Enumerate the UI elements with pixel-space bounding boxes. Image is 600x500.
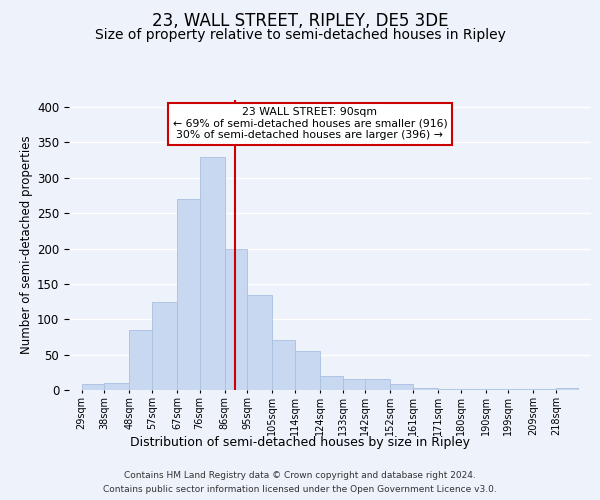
Bar bbox=[413, 388, 438, 390]
Bar bbox=[343, 380, 365, 390]
Bar bbox=[365, 380, 390, 390]
Bar bbox=[152, 302, 177, 390]
Bar bbox=[390, 384, 413, 390]
Bar bbox=[320, 376, 343, 390]
Bar bbox=[556, 388, 578, 390]
Bar bbox=[438, 388, 461, 390]
Text: Contains HM Land Registry data © Crown copyright and database right 2024.: Contains HM Land Registry data © Crown c… bbox=[124, 472, 476, 480]
Bar bbox=[199, 156, 224, 390]
Text: 23, WALL STREET, RIPLEY, DE5 3DE: 23, WALL STREET, RIPLEY, DE5 3DE bbox=[152, 12, 448, 30]
Bar bbox=[104, 383, 129, 390]
Text: Distribution of semi-detached houses by size in Ripley: Distribution of semi-detached houses by … bbox=[130, 436, 470, 449]
Bar bbox=[295, 351, 320, 390]
Text: Size of property relative to semi-detached houses in Ripley: Size of property relative to semi-detach… bbox=[95, 28, 505, 42]
Bar bbox=[272, 340, 295, 390]
Bar bbox=[129, 330, 152, 390]
Y-axis label: Number of semi-detached properties: Number of semi-detached properties bbox=[20, 136, 33, 354]
Bar bbox=[82, 384, 104, 390]
Text: Contains public sector information licensed under the Open Government Licence v3: Contains public sector information licen… bbox=[103, 484, 497, 494]
Bar bbox=[177, 199, 199, 390]
Bar bbox=[247, 294, 272, 390]
Bar bbox=[224, 248, 247, 390]
Text: 23 WALL STREET: 90sqm
← 69% of semi-detached houses are smaller (916)
30% of sem: 23 WALL STREET: 90sqm ← 69% of semi-deta… bbox=[173, 107, 447, 140]
